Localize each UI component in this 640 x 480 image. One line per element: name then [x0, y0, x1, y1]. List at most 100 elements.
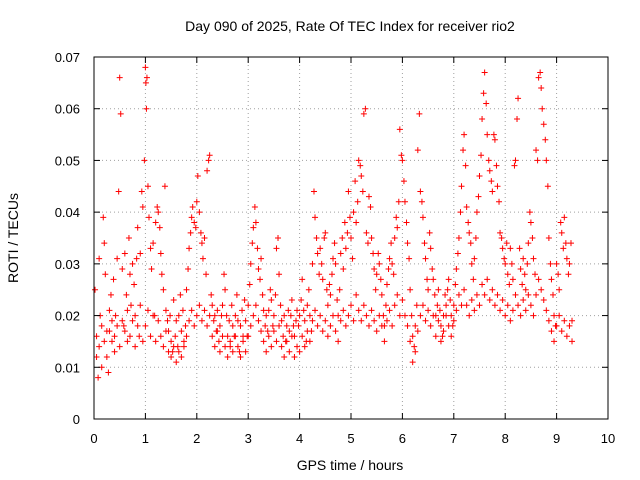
data-point: [569, 317, 576, 324]
data-point: [499, 245, 506, 252]
data-point: [155, 317, 162, 324]
x-tick-label: 10: [601, 431, 615, 446]
data-point: [407, 286, 414, 293]
data-point: [443, 312, 450, 319]
data-point: [371, 317, 378, 324]
data-point: [342, 322, 349, 329]
data-point: [205, 157, 212, 164]
data-point: [101, 240, 108, 247]
data-point: [291, 353, 298, 360]
data-point: [383, 281, 390, 288]
data-point: [368, 235, 375, 241]
data-point: [93, 333, 100, 340]
data-point: [121, 328, 128, 335]
data-point: [436, 307, 443, 314]
data-point: [288, 297, 295, 304]
data-point: [503, 240, 510, 247]
data-point: [309, 260, 316, 267]
data-point: [396, 312, 403, 319]
data-point: [413, 302, 420, 309]
data-point: [201, 235, 208, 241]
data-point: [481, 291, 488, 298]
data-point: [507, 245, 514, 252]
data-point: [290, 322, 297, 329]
data-point: [467, 240, 474, 247]
data-point: [373, 271, 380, 278]
data-point: [134, 322, 141, 329]
data-point: [188, 214, 195, 221]
data-point: [191, 219, 198, 226]
data-point: [330, 255, 337, 262]
data-point: [479, 116, 486, 123]
data-point: [365, 322, 372, 329]
data-point: [455, 291, 462, 298]
data-point: [328, 271, 335, 278]
axis-ticks: 0 1 2 3 4 5 6 7 8 9 10 0 0.01 0.02 0.03 0.04 0.05 0.06 0.0…: [55, 50, 616, 446]
data-point: [188, 307, 195, 314]
data-point: [480, 90, 487, 97]
data-point: [312, 307, 319, 314]
data-point: [111, 348, 118, 355]
data-point: [138, 188, 145, 195]
data-point: [102, 271, 109, 278]
data-point: [139, 203, 146, 210]
data-point: [540, 121, 547, 128]
data-point: [144, 307, 151, 314]
data-point: [375, 250, 382, 257]
data-point: [502, 260, 509, 267]
data-point: [378, 291, 385, 298]
data-point: [426, 229, 433, 236]
data-point: [229, 348, 236, 355]
data-point: [555, 271, 562, 278]
data-point: [304, 302, 311, 309]
data-point: [457, 209, 464, 216]
data-point: [170, 343, 177, 350]
data-point: [262, 322, 269, 329]
data-point: [409, 333, 416, 340]
data-point: [128, 302, 135, 309]
data-point: [473, 209, 480, 216]
data-point: [525, 240, 532, 247]
data-point: [463, 302, 470, 309]
data-point: [516, 245, 523, 252]
data-point: [139, 338, 146, 345]
data-point: [494, 183, 501, 190]
data-point: [448, 333, 455, 340]
data-point: [117, 110, 124, 117]
data-point: [475, 193, 482, 200]
data-point: [569, 338, 576, 345]
data-point: [126, 333, 133, 340]
data-point: [228, 302, 235, 309]
data-point: [114, 322, 121, 329]
y-tick-label: 0.05: [55, 153, 80, 168]
data-point: [498, 235, 505, 241]
data-point: [324, 333, 331, 340]
data-point: [160, 343, 167, 350]
data-point: [334, 297, 341, 304]
data-point: [111, 333, 118, 340]
data-point: [543, 307, 550, 314]
data-point: [278, 343, 285, 350]
data-point: [355, 307, 362, 314]
data-point: [206, 312, 213, 319]
data-point: [517, 266, 524, 273]
data-point: [237, 353, 244, 360]
data-point: [162, 307, 169, 314]
x-tick-label: 9: [553, 431, 560, 446]
data-point: [126, 271, 133, 278]
data-point: [412, 322, 419, 329]
data-point: [504, 271, 511, 278]
data-point: [296, 348, 303, 355]
data-point: [561, 317, 568, 324]
data-point: [179, 307, 186, 314]
data-point: [327, 291, 334, 298]
data-point: [404, 322, 411, 329]
data-point: [390, 271, 397, 278]
data-point: [566, 322, 573, 329]
data-point: [520, 297, 527, 304]
data-point: [298, 297, 305, 304]
y-tick-label: 0.02: [55, 309, 80, 324]
data-point: [322, 317, 329, 324]
data-point: [382, 302, 389, 309]
data-point: [226, 317, 233, 324]
